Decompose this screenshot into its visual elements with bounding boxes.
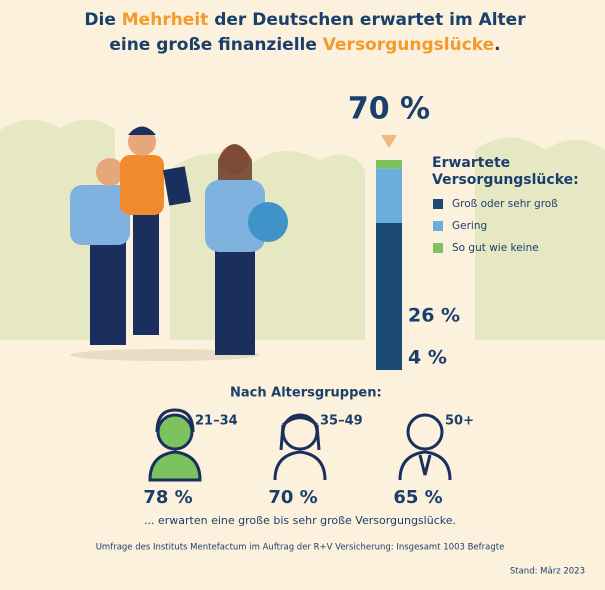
age-label: 50+ <box>445 414 474 429</box>
bar-segment <box>376 160 402 169</box>
title-part: Die <box>84 10 121 30</box>
legend-title: Erwartete Versorgungslücke: <box>432 155 579 188</box>
age-title: Nach Altersgruppen: <box>230 386 382 401</box>
title-part: . <box>494 35 500 55</box>
date: Stand: März 2023 <box>510 567 585 577</box>
age-value: 70 % <box>268 487 317 508</box>
legend-label: Gering <box>452 220 487 232</box>
bar-segment <box>376 168 402 223</box>
legend-swatch <box>433 199 443 209</box>
legend-label: So gut wie keine <box>452 242 539 254</box>
age-label: 35–49 <box>320 414 363 429</box>
legend-swatch <box>433 221 443 231</box>
legend-label: Groß oder sehr groß <box>452 198 558 210</box>
age-icons <box>148 408 452 482</box>
value-label: 70 % <box>348 92 430 127</box>
age-value: 65 % <box>393 487 442 508</box>
title: eine große finanzielle Versorgungslücke. <box>109 35 500 55</box>
title-part: Versorgungslücke <box>323 35 494 55</box>
value-label: 26 % <box>408 305 460 327</box>
title-part: der Deutschen erwartet im Alter <box>208 10 526 30</box>
pointer <box>381 135 397 148</box>
title: Die Mehrheit der Deutschen erwartet im A… <box>84 10 526 30</box>
age-label: 21–34 <box>195 414 238 429</box>
title-part: Mehrheit <box>122 10 209 30</box>
title-part: eine große finanzielle <box>109 35 322 55</box>
age-caption: ... erwarten eine große bis sehr große V… <box>144 514 456 527</box>
age-value: 78 % <box>143 487 192 508</box>
source: Umfrage des Instituts Mentefactum im Auf… <box>96 543 505 553</box>
legend-swatch <box>433 243 443 253</box>
value-label: 4 % <box>408 347 447 369</box>
bar-segment <box>376 223 402 370</box>
people-illustration <box>70 126 288 361</box>
